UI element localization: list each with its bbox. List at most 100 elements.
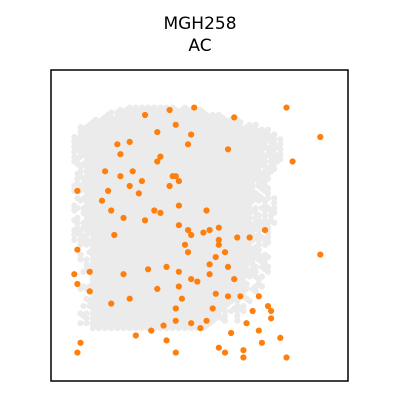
highlighted-spot [188,231,195,239]
highlighted-spot [132,332,139,339]
tissue-spot [71,148,78,155]
highlighted-spot [126,138,133,145]
highlighted-spot [163,337,170,344]
highlighted-spot [175,283,182,290]
highlighted-spot [145,266,152,273]
tissue-spot [240,288,247,295]
tissue-spot [77,241,84,248]
tissue-spot [234,317,241,324]
tissue-spot [95,325,102,332]
highlighted-spot [206,261,213,268]
tissue-spot [240,307,247,315]
tissue-spot [258,283,265,290]
tissue-spot [132,325,139,332]
highlighted-spot [221,249,229,256]
highlighted-spot [141,111,149,119]
chart-subtitle: AC [188,36,212,56]
tissue-spot [252,288,259,295]
tissue-spot [83,256,90,263]
highlighted-spot [255,293,262,300]
highlighted-spot [111,231,118,239]
tissue-spot [77,320,84,327]
highlighted-spot [215,224,222,231]
highlighted-spot [163,263,170,270]
highlighted-spot [175,268,182,275]
highlighted-spot [74,349,81,356]
highlighted-spot [258,339,265,346]
tissue-spot [264,268,272,275]
highlighted-spot [249,307,256,315]
highlighted-spot [154,158,161,165]
highlighted-spot [114,141,121,148]
chart-title: MGH258 [163,14,237,34]
tissue-spot [221,317,229,324]
highlighted-spot [283,354,290,361]
tissue-spot [83,315,90,322]
tissue-spots-layer [71,104,284,332]
highlighted-spot [215,236,222,243]
highlighted-spot [240,354,247,361]
tissue-spot [74,219,81,226]
tissue-spot [261,207,269,214]
highlighted-spot [283,104,290,111]
highlighted-spot [126,295,133,302]
highlighted-spot [98,197,106,204]
highlighted-spot [188,320,195,327]
highlighted-spot [255,327,262,334]
highlighted-spot [203,317,210,324]
highlighted-spot [221,349,229,356]
tissue-spot [169,325,176,332]
highlighted-spot [188,276,195,283]
highlighted-spot [185,227,192,234]
tissue-spot [126,325,133,332]
tissue-spot [255,197,262,204]
highlighted-spot [151,207,158,214]
highlighted-spot [120,214,127,221]
tissue-spot [77,285,84,292]
highlighted-spot [74,246,81,253]
tissue-spot [175,325,182,332]
tissue-spot [255,227,262,234]
highlighted-spot [237,293,244,300]
tissue-spot [255,236,262,243]
highlighted-spot [138,178,145,185]
highlighted-spot [224,293,232,300]
tissue-spot [114,325,121,332]
tissue-spot [246,298,253,305]
tissue-spot [108,325,115,332]
highlighted-spot [172,317,179,324]
highlighted-spot [206,227,213,234]
highlighted-spot [172,121,179,128]
highlighted-spot [135,190,142,197]
tissue-spot [71,207,78,214]
highlighted-spot [126,182,133,190]
tissue-spot [246,273,253,280]
tissue-spot [74,175,81,182]
highlighted-spot [154,129,161,136]
highlighted-spot [191,104,198,111]
tissue-spot [80,303,87,310]
tissue-spot [138,325,145,332]
highlighted-spot [184,141,192,148]
tissue-spot [277,146,284,153]
tissue-spot [102,325,109,332]
tissue-spot [120,325,127,332]
highlighted-spot [224,146,232,153]
highlighted-spot [181,241,189,248]
highlighted-spot [172,305,179,312]
highlighted-spot [172,349,179,356]
highlighted-spot [224,263,232,270]
highlighted-spot [175,222,182,229]
tissue-spot [271,219,278,226]
highlighted-spot [117,151,124,158]
highlighted-spot [102,168,109,175]
tissue-spot [255,276,262,283]
highlighted-spot [117,173,124,180]
highlighted-spot [166,106,173,114]
tissue-spot [80,268,87,275]
tissue-spot [77,251,84,258]
tissue-spot [234,298,241,305]
highlighted-spot [317,133,324,141]
highlighted-spot [197,325,204,332]
tissue-spot [71,236,78,243]
